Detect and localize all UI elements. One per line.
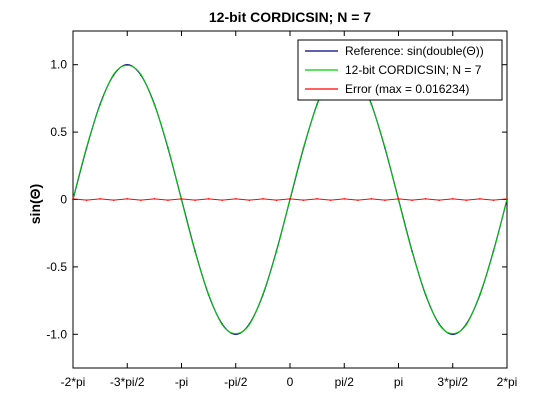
data-point: [397, 199, 400, 201]
x-tick-label: 3*pi/2: [437, 375, 468, 389]
y-tick-label: 1.0: [50, 58, 67, 72]
data-point: [221, 323, 223, 326]
data-point: [180, 199, 183, 201]
data-point: [99, 104, 101, 106]
series-layer: [72, 63, 508, 336]
chart-title: 12-bit CORDICSIN; N = 7: [209, 9, 371, 25]
data-point: [438, 199, 440, 201]
data-point: [465, 323, 468, 326]
data-point: [506, 198, 508, 200]
data-point: [85, 199, 88, 201]
data-point: [112, 73, 115, 76]
data-point: [248, 323, 251, 326]
data-point: [370, 104, 373, 106]
data-point: [289, 198, 291, 200]
data-point: [194, 199, 196, 201]
data-point: [248, 199, 251, 201]
data-point: [275, 250, 278, 253]
data-point: [221, 199, 223, 201]
x-tick-label: pi: [394, 375, 403, 389]
data-point: [207, 198, 210, 200]
data-point: [180, 198, 183, 200]
y-axis-label: sin(Θ): [27, 184, 43, 224]
y-tick-label: 0.5: [50, 125, 67, 139]
data-point: [492, 199, 495, 201]
data-point: [72, 198, 74, 200]
data-point: [234, 332, 237, 335]
data-point: [99, 198, 101, 200]
y-tick-label: 0: [60, 193, 67, 207]
data-point: [424, 198, 427, 200]
x-tick-label: 0: [287, 375, 294, 389]
data-point: [140, 199, 142, 201]
data-point: [194, 250, 196, 253]
x-tick-label: -pi: [175, 375, 188, 389]
data-point: [153, 104, 156, 106]
data-point: [112, 199, 115, 201]
y-axis-ticks: 1.0 0.5 0 -0.5 -1.0: [46, 58, 507, 341]
y-tick-label: -0.5: [46, 260, 67, 274]
data-point: [479, 198, 481, 200]
data-point: [316, 198, 318, 200]
data-point: [126, 64, 129, 67]
x-tick-label: 2*pi: [497, 375, 518, 389]
y-tick-label: -1.0: [46, 327, 67, 341]
data-point: [479, 293, 481, 295]
legend-entry-label: Reference: sin(double(Θ)): [345, 44, 484, 58]
data-point: [465, 199, 468, 201]
x-tick-label: -2*pi: [61, 375, 86, 389]
x-tick-label: pi/2: [335, 375, 355, 389]
data-point: [126, 198, 129, 200]
data-point: [262, 293, 264, 295]
data-point: [302, 199, 305, 201]
legend-entry-label: Error (max = 0.016234): [345, 82, 469, 96]
data-point: [140, 73, 142, 76]
data-point: [384, 199, 386, 201]
data-point: [384, 146, 386, 149]
data-point: [438, 323, 440, 326]
data-point: [85, 146, 88, 149]
data-point: [343, 198, 346, 200]
data-point: [167, 199, 169, 201]
data-point: [424, 293, 427, 295]
data-point: [411, 250, 413, 253]
x-axis-ticks: -2*pi -3*pi/2 -pi -pi/2 0 pi/2 pi 3*pi/2 2*pi: [61, 31, 518, 389]
data-point: [357, 199, 359, 201]
legend: Reference: sin(double(Θ)) 12-bit CORDICSI…: [297, 39, 503, 101]
x-tick-label: -pi/2: [224, 375, 248, 389]
data-point: [370, 198, 373, 200]
data-point: [302, 146, 305, 149]
legend-entry-label: 12-bit CORDICSIN; N = 7: [345, 63, 482, 77]
x-tick-label: -3*pi/2: [110, 375, 145, 389]
data-point: [262, 198, 264, 200]
data-point: [492, 250, 495, 253]
data-point: [207, 293, 210, 295]
data-point: [411, 199, 413, 201]
data-point: [329, 199, 332, 201]
data-point: [167, 146, 169, 149]
data-point: [316, 104, 318, 106]
data-point: [397, 198, 400, 200]
data-point: [153, 198, 156, 200]
data-point: [451, 332, 454, 335]
data-point: [275, 199, 278, 201]
data-point: [234, 198, 237, 200]
data-point: [451, 198, 454, 200]
